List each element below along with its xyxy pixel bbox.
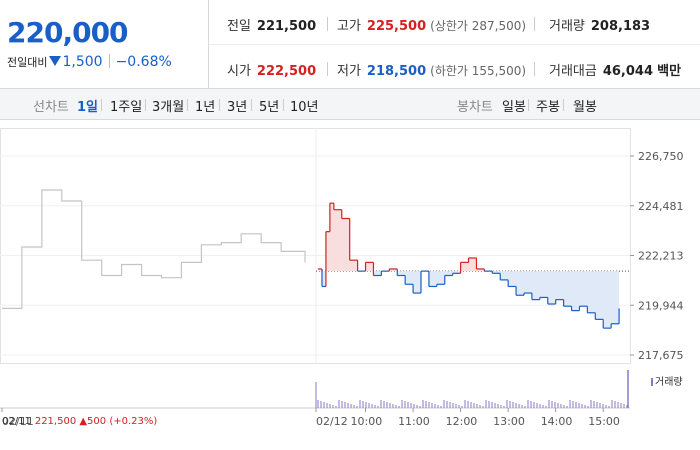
volume-value: 208,183: [590, 19, 651, 34]
divider: [108, 54, 110, 68]
high-value: 225,500: [366, 19, 427, 34]
lower-limit: (하한가 155,500): [430, 64, 527, 78]
high-stat: 고가 225,500 (상한가 287,500): [337, 15, 526, 34]
low-label: 저가: [337, 64, 361, 79]
low-value: 218,500: [366, 64, 427, 79]
tab-10-years[interactable]: 10년: [290, 100, 319, 115]
prev-close-value: 221,500: [256, 19, 317, 34]
line-chart-heading: 선차트: [33, 100, 69, 115]
divider: [251, 99, 252, 111]
open-label: 시가: [227, 64, 251, 79]
amount-stat: 거래대금 46,044 백만: [549, 60, 681, 79]
prev-day-line: [2, 189, 306, 309]
upper-limit: (상한가 287,500): [430, 19, 527, 33]
tab-daily-candle[interactable]: 일봉: [502, 100, 526, 115]
prev-close-stat: 전일 221,500: [227, 15, 316, 34]
x-tick-label: 12:00: [446, 415, 478, 428]
amount-unit: 백만: [657, 64, 682, 79]
tab-weekly-candle[interactable]: 주봉: [536, 100, 560, 115]
divider: [327, 17, 328, 31]
divider: [534, 62, 535, 76]
volume-bars: [0, 370, 630, 409]
amount-value: 46,044: [602, 64, 654, 79]
x-tick-label: 02/11: [2, 415, 34, 428]
volume-legend-label: 거래량: [655, 377, 683, 388]
divider: [327, 62, 328, 76]
open-value: 222,500: [256, 64, 317, 79]
y-tick-label: 219,944: [638, 299, 684, 312]
tab-monthly-candle[interactable]: 월봉: [573, 100, 597, 115]
divider: [283, 99, 284, 111]
x-axis: 02/11 02/12 10:00 11:00 12:00 13:00 14:00 15:00: [1, 408, 620, 428]
x-tick-label: 10:00: [351, 415, 383, 428]
price-summary: 220,000 전일대비 1,500 −0.68%: [0, 0, 209, 88]
open-stat: 시가 222,500: [227, 60, 316, 79]
divider: [187, 99, 188, 111]
down-arrow-icon: [49, 56, 62, 66]
price-chart: 226,750 224,481 222,213 219,944 217,675 02/1…: [0, 128, 684, 428]
tab-1-year[interactable]: 1년: [195, 100, 216, 115]
prev-day-info: 02/11 221,500 ▲500 (+0.23%): [2, 416, 157, 427]
prev-close-label: 전일: [227, 19, 251, 34]
y-tick-label: 217,675: [638, 349, 684, 362]
above-reference-fill: [318, 203, 620, 272]
high-label: 고가: [337, 19, 361, 34]
volume-legend: 거래량: [651, 373, 683, 388]
x-tick-label: 11:00: [398, 415, 430, 428]
x-tick-label: 14:00: [541, 415, 573, 428]
quote-header: 220,000 전일대비 1,500 −0.68% 전일 221,500 고가 225,…: [0, 0, 700, 89]
divider: [563, 99, 564, 111]
x-tick-label: 15:00: [588, 415, 620, 428]
y-tick-label: 224,481: [638, 200, 684, 213]
tab-1-day[interactable]: 1일: [77, 100, 99, 115]
change-label: 전일대비: [7, 56, 48, 69]
x-tick-label: 13:00: [493, 415, 525, 428]
grid: [0, 128, 630, 363]
y-tick-label: 226,750: [638, 150, 684, 163]
below-reference-fill: [318, 271, 620, 329]
stats-panel: 전일 221,500 고가 225,500 (상한가 287,500) 거래량 208,…: [209, 0, 700, 88]
divider: [145, 99, 146, 111]
y-axis: 226,750 224,481 222,213 219,944 217,675: [630, 150, 684, 362]
divider: [528, 99, 529, 111]
prev-day-summary: 221,500 ▲500 (+0.23%): [34, 416, 158, 427]
tab-1-week[interactable]: 1주일: [110, 100, 143, 115]
divider: [101, 99, 102, 111]
tab-3-years[interactable]: 3년: [227, 100, 248, 115]
divider: [219, 99, 220, 111]
reference-fills: [316, 203, 630, 329]
chart-tabs: 선차트 1일 1주일 3개월 1년 3년 5년 10년 봉차트 일봉 주봉 월봉: [0, 89, 700, 120]
amount-label: 거래대금: [549, 64, 597, 79]
change-percent: −0.68%: [115, 54, 172, 70]
candle-chart-heading: 봉차트: [457, 100, 493, 115]
price-change: 전일대비 1,500 −0.68%: [7, 54, 172, 70]
tab-5-years[interactable]: 5년: [259, 100, 280, 115]
divider: [209, 44, 700, 45]
y-tick-label: 222,213: [638, 250, 684, 263]
prev-day-date: 02/11: [2, 416, 31, 427]
low-stat: 저가 218,500 (하한가 155,500): [337, 60, 526, 79]
change-amount: 1,500: [62, 54, 103, 70]
volume-swatch: [651, 378, 653, 386]
volume-stat: 거래량 208,183: [549, 15, 650, 34]
price-lines: [2, 189, 620, 329]
tab-3-months[interactable]: 3개월: [152, 100, 185, 115]
divider: [534, 17, 535, 31]
x-tick-label: 02/12: [316, 415, 348, 428]
current-price: 220,000: [7, 16, 129, 49]
volume-label: 거래량: [549, 19, 585, 34]
